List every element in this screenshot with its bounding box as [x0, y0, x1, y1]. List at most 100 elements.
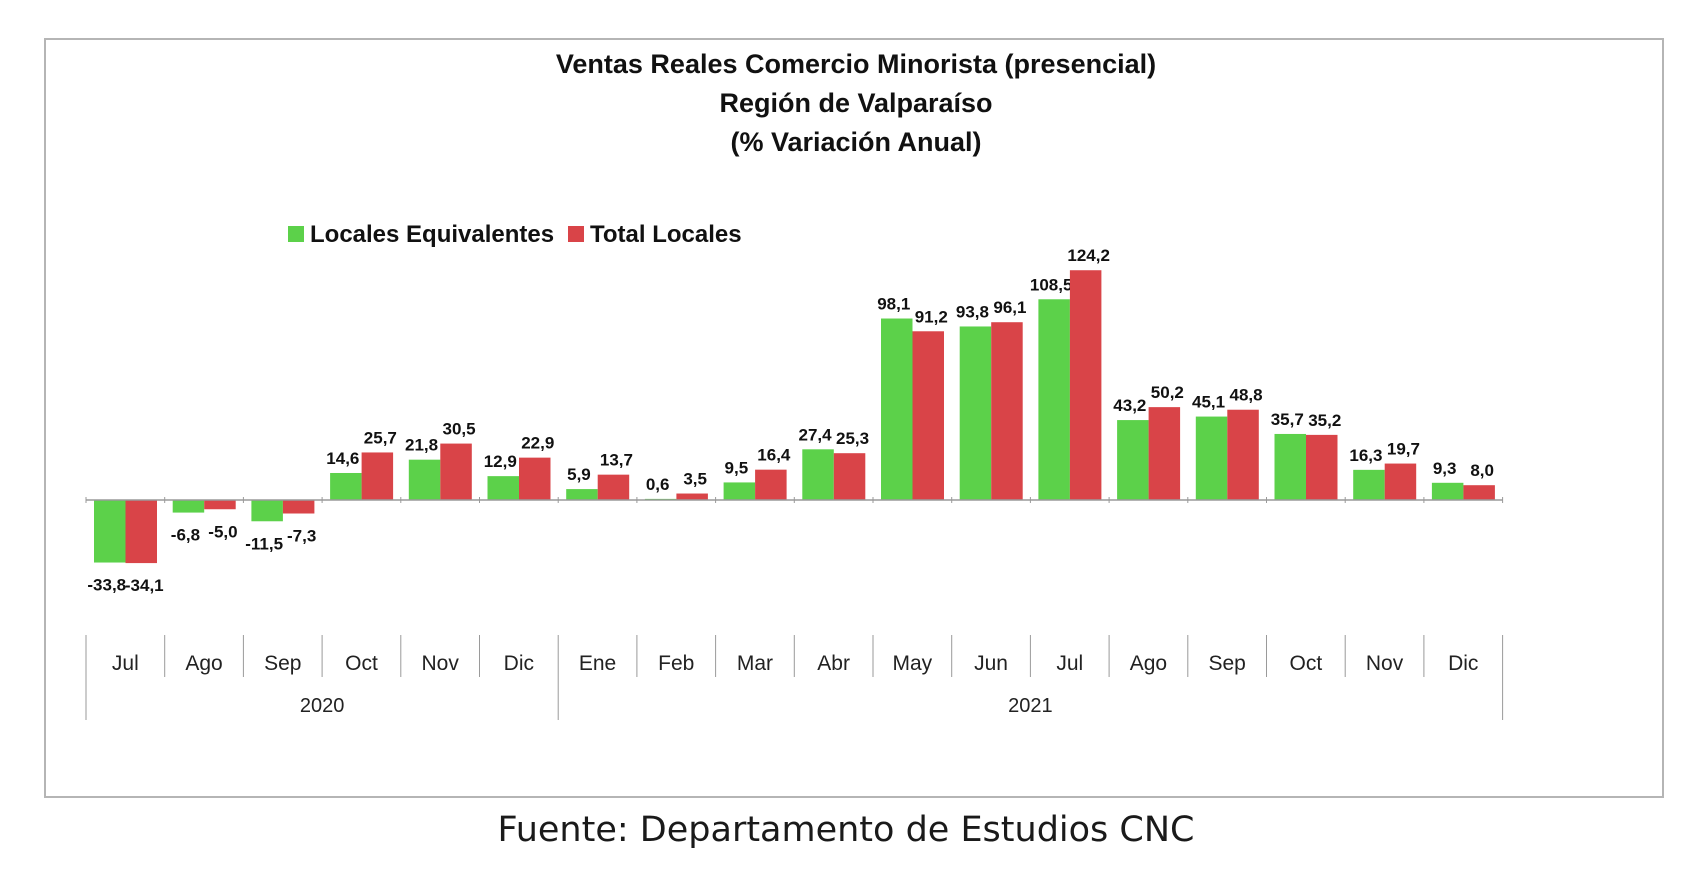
value-label-total-locales-3: 25,7	[364, 428, 397, 447]
value-label-total-locales-1: -5,0	[208, 522, 237, 541]
bar-total-locales-4	[440, 443, 472, 500]
bar-locales-equivalentes-14	[1195, 416, 1228, 500]
source-caption: Fuente: Departamento de Estudios CNC	[497, 810, 1195, 850]
value-label-total-locales-8: 16,4	[757, 446, 791, 465]
value-label-total-locales-2: -7,3	[287, 527, 316, 546]
value-label-total-locales-14: 48,8	[1230, 386, 1263, 405]
bar-locales-equivalentes-16	[1353, 469, 1385, 500]
bar-total-locales-6	[597, 474, 630, 500]
value-label-total-locales-15: 35,2	[1308, 411, 1341, 430]
bar-locales-equivalentes-6	[566, 489, 598, 500]
value-label-locales-equivalentes-14: 45,1	[1192, 393, 1225, 412]
bar-locales-equivalentes-12	[1038, 299, 1070, 500]
bar-locales-equivalentes-5	[487, 476, 519, 500]
bar-chart: Ventas Reales Comercio Minorista (presen…	[85, 49, 1504, 720]
bar-locales-equivalentes-11	[959, 326, 992, 500]
value-label-total-locales-10: 91,2	[915, 307, 948, 326]
value-label-locales-equivalentes-2: -11,5	[245, 534, 283, 553]
value-label-locales-equivalentes-3: 14,6	[326, 449, 359, 468]
value-label-total-locales-13: 50,2	[1151, 383, 1184, 402]
value-label-locales-equivalentes-17: 9,3	[1433, 459, 1457, 478]
bar-locales-equivalentes-9	[802, 449, 834, 500]
value-label-locales-equivalentes-16: 16,3	[1349, 446, 1382, 465]
bar-total-locales-7	[676, 493, 708, 500]
value-label-locales-equivalentes-9: 27,4	[799, 425, 833, 444]
bar-locales-equivalentes-8	[723, 482, 756, 500]
bar-total-locales-2	[282, 500, 315, 514]
category-label-2: Sep	[264, 652, 301, 675]
bar-locales-equivalentes-13	[1117, 420, 1149, 500]
category-axis: Jul Ago Sep Oct Nov Dic Ene Feb Mar Abr May Jun Jul A…	[85, 497, 1504, 720]
value-label-locales-equivalentes-5: 12,9	[484, 452, 517, 471]
value-label-locales-equivalentes-8: 9,5	[725, 458, 749, 477]
value-label-locales-equivalentes-4: 21,8	[405, 436, 438, 455]
chart-title-line-2: Región de Valparaíso	[719, 88, 992, 118]
category-label-4: Nov	[421, 652, 459, 675]
category-label-10: May	[893, 652, 933, 675]
bar-locales-equivalentes-4	[408, 459, 441, 500]
bar-total-locales-12	[1069, 270, 1102, 500]
bar-locales-equivalentes-17	[1431, 482, 1464, 500]
bar-locales-equivalentes-1	[172, 500, 205, 513]
category-label-0: Jul	[112, 652, 139, 675]
bar-total-locales-1	[204, 500, 236, 510]
legend-swatch-locales-equivalentes	[288, 226, 304, 242]
year-label-2021: 2021	[1008, 695, 1053, 717]
value-label-total-locales-5: 22,9	[521, 434, 554, 453]
value-label-total-locales-17: 8,0	[1470, 461, 1494, 480]
plot-area: -33,8 -6,8 -11,5 14,6 21,8 12,9 5,9 0,6 9,5 27,4 9…	[87, 246, 1495, 595]
chart-title-line-3: (% Variación Anual)	[730, 127, 981, 157]
bar-locales-equivalentes-2	[251, 500, 283, 522]
category-label-17: Dic	[1448, 652, 1478, 675]
chart-frame: Ventas Reales Comercio Minorista (presen…	[44, 38, 1664, 798]
value-label-locales-equivalentes-13: 43,2	[1113, 396, 1146, 415]
value-label-total-locales-4: 30,5	[443, 420, 476, 439]
category-label-15: Oct	[1290, 652, 1323, 675]
legend-swatch-total-locales	[568, 226, 584, 242]
value-label-total-locales-9: 25,3	[836, 429, 869, 448]
legend-label-total-locales: Total Locales	[590, 221, 742, 248]
value-label-total-locales-11: 96,1	[993, 298, 1026, 317]
bar-total-locales-9	[833, 453, 866, 500]
bar-total-locales-3	[361, 452, 394, 500]
value-label-locales-equivalentes-6: 5,9	[567, 465, 591, 484]
category-label-9: Abr	[817, 652, 850, 675]
chart-title-line-1: Ventas Reales Comercio Minorista (presen…	[556, 49, 1156, 79]
bar-total-locales-17	[1463, 485, 1495, 500]
chart-title: Ventas Reales Comercio Minorista (presen…	[556, 49, 1156, 157]
year-label-2020: 2020	[300, 695, 345, 717]
bar-total-locales-8	[755, 469, 787, 500]
bar-locales-equivalentes-10	[881, 318, 913, 500]
value-label-total-locales-0: -34,1	[125, 576, 164, 595]
bar-locales-equivalentes-0	[94, 500, 126, 563]
value-label-locales-equivalentes-1: -6,8	[171, 526, 200, 545]
category-label-1: Ago	[185, 652, 222, 675]
category-label-5: Dic	[504, 652, 534, 675]
bar-total-locales-10	[912, 331, 944, 500]
bar-total-locales-5	[519, 457, 551, 500]
value-label-locales-equivalentes-10: 98,1	[877, 295, 910, 314]
bar-total-locales-11	[991, 322, 1023, 500]
category-label-8: Mar	[737, 652, 773, 675]
value-label-locales-equivalentes-11: 93,8	[956, 302, 989, 321]
bar-locales-equivalentes-3	[330, 472, 362, 500]
value-label-total-locales-7: 3,5	[683, 470, 707, 489]
value-label-locales-equivalentes-12: 108,5	[1030, 275, 1073, 294]
category-label-6: Ene	[579, 652, 616, 675]
value-label-locales-equivalentes-15: 35,7	[1271, 410, 1304, 429]
category-label-12: Jul	[1056, 652, 1083, 675]
value-label-locales-equivalentes-7: 0,6	[646, 475, 670, 494]
legend-label-locales-equivalentes: Locales Equivalentes	[310, 221, 554, 248]
legend: Locales Equivalentes Total Locales	[288, 221, 742, 248]
bar-total-locales-13	[1148, 407, 1181, 500]
category-label-14: Sep	[1208, 652, 1245, 675]
value-label-total-locales-6: 13,7	[600, 451, 633, 470]
category-label-16: Nov	[1366, 652, 1404, 675]
category-label-13: Ago	[1130, 652, 1167, 675]
category-label-7: Feb	[658, 652, 694, 675]
bar-total-locales-15	[1306, 434, 1338, 500]
category-label-3: Oct	[345, 652, 378, 675]
bar-total-locales-16	[1384, 463, 1417, 500]
value-label-locales-equivalentes-0: -33,8	[87, 576, 126, 595]
bar-locales-equivalentes-15	[1274, 433, 1306, 500]
